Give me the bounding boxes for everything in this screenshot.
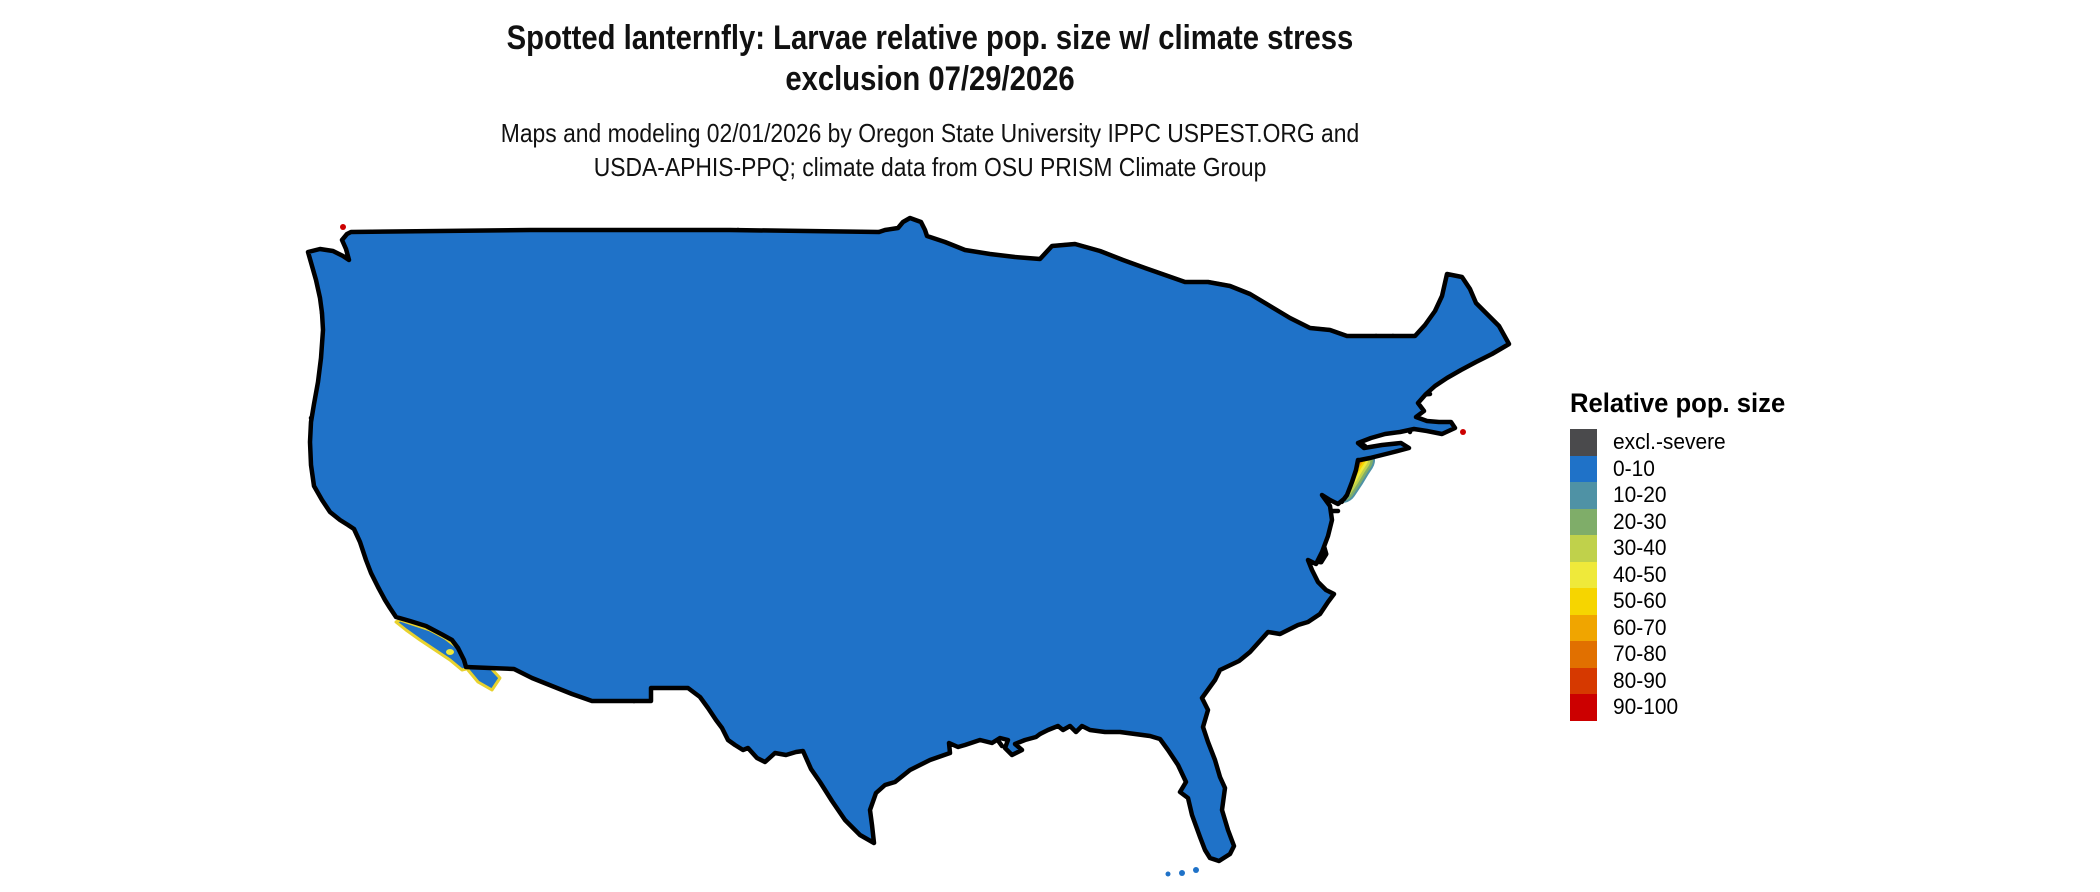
legend-item: 20-30	[1570, 508, 1830, 535]
legend-color-swatch	[1570, 561, 1597, 588]
legend-items: excl.-severe 0-10 10-20 20-30	[1570, 429, 1830, 721]
national-border	[308, 218, 1509, 861]
legend-item-label: 30-40	[1613, 535, 1667, 561]
title-line-1: Spotted lanternfly: Larvae relative pop.…	[506, 19, 1354, 57]
legend-color-swatch	[1570, 614, 1597, 641]
islands-and-keys	[340, 224, 1466, 877]
figure-title: Spotted lanternfly: Larvae relative pop.…	[0, 18, 1860, 100]
legend-item-label: 80-90	[1613, 667, 1667, 693]
legend-item: 40-50	[1570, 561, 1830, 588]
legend-color-swatch	[1570, 588, 1597, 615]
legend-item-label: excl.-severe	[1613, 429, 1726, 455]
legend-item-label: 10-20	[1613, 482, 1667, 508]
legend-item: 70-80	[1570, 641, 1830, 668]
legend-item: 80-90	[1570, 667, 1830, 694]
legend-item-label: 50-60	[1613, 588, 1667, 614]
legend: Relative pop. size excl.-severe 0-10 10-…	[1570, 388, 1830, 721]
subtitle-line-2: USDA-APHIS-PPQ; climate data from OSU PR…	[593, 152, 1267, 182]
legend-item-label: 20-30	[1613, 508, 1667, 534]
legend-color-swatch	[1570, 641, 1597, 668]
legend-color-swatch	[1570, 455, 1597, 482]
legend-item: 10-20	[1570, 482, 1830, 509]
legend-item: 50-60	[1570, 588, 1830, 615]
legend-item: 90-100	[1570, 694, 1830, 721]
legend-color-swatch	[1570, 535, 1597, 562]
legend-item: 60-70	[1570, 614, 1830, 641]
legend-color-swatch	[1570, 429, 1597, 456]
legend-color-swatch	[1570, 667, 1597, 694]
us-map-svg	[230, 170, 1530, 877]
legend-item: 30-40	[1570, 535, 1830, 562]
title-line-2: exclusion 07/29/2026	[785, 60, 1075, 98]
legend-item-label: 90-100	[1613, 694, 1679, 720]
us-map	[230, 170, 1530, 892]
legend-color-swatch	[1570, 694, 1597, 721]
legend-color-swatch	[1570, 482, 1597, 509]
legend-color-swatch	[1570, 508, 1597, 535]
legend-title: Relative pop. size	[1570, 388, 1786, 418]
subtitle-line-1: Maps and modeling 02/01/2026 by Oregon S…	[500, 118, 1360, 148]
legend-item: 0-10	[1570, 455, 1830, 482]
legend-item-label: 40-50	[1613, 561, 1667, 587]
legend-item-label: 70-80	[1613, 641, 1667, 667]
figure-subtitle: Maps and modeling 02/01/2026 by Oregon S…	[0, 116, 1860, 184]
legend-item-label: 0-10	[1613, 455, 1655, 481]
legend-item-label: 60-70	[1613, 614, 1667, 640]
legend-item: excl.-severe	[1570, 429, 1830, 456]
